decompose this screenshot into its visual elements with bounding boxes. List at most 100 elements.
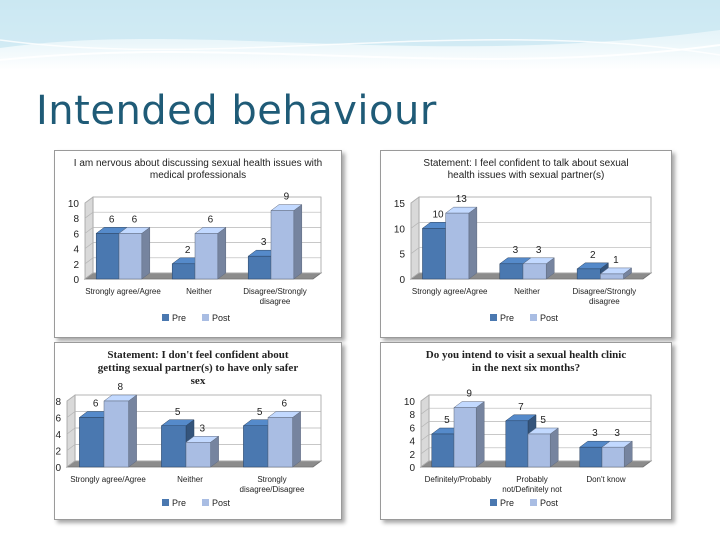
chart-svg: I am nervous about discussing sexual hea…	[68, 158, 322, 323]
bar-post	[194, 226, 227, 280]
data-label: 8	[118, 382, 124, 393]
chart-svg: Statement: I feel confident to talk abou…	[394, 158, 653, 323]
data-label: 3	[592, 428, 598, 439]
y-tick-label: 4	[55, 430, 61, 441]
legend-swatch-post	[530, 499, 537, 506]
y-tick-label: 4	[73, 245, 79, 256]
chart-title: Statement: I feel confident to talk abou…	[423, 158, 628, 181]
header-band	[0, 0, 720, 70]
bar-post	[527, 427, 559, 468]
legend-label: Post	[540, 498, 559, 508]
chart-panel-nervous: I am nervous about discussing sexual hea…	[54, 150, 342, 338]
data-label: 10	[433, 209, 445, 220]
gridline	[66, 394, 321, 402]
chart-panel-clinic-visit: Do you intend to visit a sexual health c…	[380, 342, 672, 520]
y-tick-label: 6	[55, 414, 61, 425]
bar-post	[118, 226, 151, 280]
gridline	[66, 444, 321, 451]
legend-label: Pre	[500, 498, 514, 508]
gridline	[410, 196, 651, 204]
gridline	[420, 460, 651, 468]
legend-swatch-pre	[162, 499, 169, 506]
gridline	[84, 211, 321, 219]
category-label: Strongly disagree/Disagree	[240, 475, 305, 494]
header-swoosh	[0, 0, 720, 61]
bar-post	[185, 435, 220, 468]
gridline	[84, 257, 321, 265]
gridline	[84, 242, 321, 249]
y-tick-label: 8	[73, 214, 79, 225]
data-label: 3	[513, 245, 519, 256]
data-label: 13	[456, 194, 468, 205]
chart-side-wall	[420, 394, 430, 468]
gridline	[410, 221, 651, 229]
y-tick-label: 8	[409, 410, 415, 421]
gridline	[420, 407, 651, 415]
category-label: Disagree/Strongly disagree	[243, 287, 307, 306]
chart-svg: Do you intend to visit a sexual health c…	[404, 349, 653, 508]
data-label: 3	[614, 428, 620, 439]
legend: Pre Post	[490, 498, 559, 508]
data-label: 2	[185, 245, 191, 256]
y-tick-label: 0	[73, 275, 79, 286]
legend-swatch-pre	[490, 314, 497, 321]
chart-svg: Statement: I don't feel confident about g…	[55, 349, 323, 508]
data-label: 5	[444, 415, 450, 426]
category-label: Neither	[186, 287, 212, 296]
chart-title: Do you intend to visit a sexual health c…	[426, 349, 627, 374]
y-tick-label: 2	[55, 447, 61, 458]
legend-label: Pre	[172, 498, 186, 508]
y-tick-label: 8	[55, 397, 61, 408]
chart-side-wall	[410, 196, 420, 280]
data-label: 6	[132, 214, 138, 225]
legend: Pre Post	[162, 313, 231, 323]
category-label: Neither	[514, 287, 540, 296]
bar-post	[453, 401, 485, 468]
legend-swatch-pre	[162, 314, 169, 321]
bar-post	[599, 267, 633, 280]
y-tick-label: 0	[409, 463, 415, 474]
legend-swatch-post	[202, 499, 209, 506]
bar-post	[103, 394, 138, 468]
category-label: Strongly agree/Agree	[70, 475, 146, 484]
data-label: 7	[518, 402, 524, 413]
y-tick-label: 6	[73, 229, 79, 240]
legend-swatch-post	[202, 314, 209, 321]
y-tick-label: 10	[68, 199, 80, 210]
gridline	[420, 394, 651, 402]
y-tick-label: 6	[409, 423, 415, 434]
gridline	[84, 227, 321, 234]
gridline	[420, 434, 651, 441]
data-label: 6	[208, 214, 214, 225]
legend-label: Post	[540, 313, 559, 323]
bar-post	[444, 206, 478, 280]
bar-post	[270, 204, 303, 280]
data-label: 1	[613, 255, 619, 266]
legend-label: Post	[212, 313, 231, 323]
category-label: Probably not/Definitely not	[502, 475, 562, 494]
category-label: Definitely/Probably	[425, 475, 492, 484]
data-label: 6	[93, 399, 99, 410]
y-tick-label: 0	[55, 463, 61, 474]
data-label: 2	[590, 250, 596, 261]
slide-title: Intended behaviour	[36, 88, 437, 134]
legend-label: Pre	[500, 313, 514, 323]
gridline	[410, 272, 651, 280]
data-label: 6	[109, 214, 115, 225]
legend-swatch-post	[530, 314, 537, 321]
y-tick-label: 10	[394, 224, 406, 235]
bar-post	[267, 411, 302, 468]
category-label: Don't know	[586, 475, 626, 484]
y-tick-label: 15	[394, 199, 406, 210]
gridline	[420, 421, 651, 428]
gridline	[84, 272, 321, 280]
category-label: Disagree/Strongly disagree	[573, 287, 637, 306]
data-label: 3	[536, 245, 542, 256]
data-label: 5	[175, 407, 181, 418]
category-label: Neither	[177, 475, 203, 484]
legend-label: Pre	[172, 313, 186, 323]
chart-side-wall	[84, 196, 94, 280]
legend-swatch-pre	[490, 499, 497, 506]
data-label: 5	[540, 415, 546, 426]
data-label: 3	[200, 423, 206, 434]
